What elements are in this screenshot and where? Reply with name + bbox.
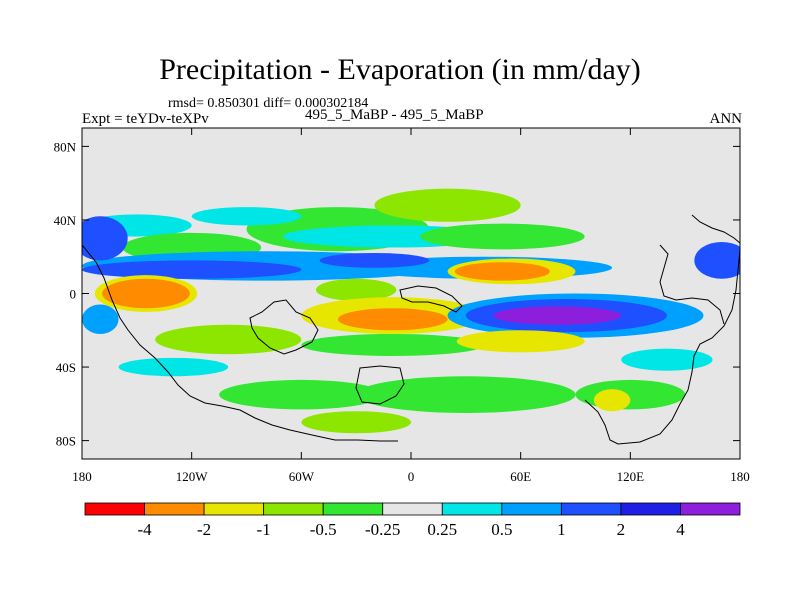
colorbar: -4 -2 -1 -0.5 -0.25 0.25 0.5 1 2 4 [84,502,741,539]
region-sh-east-green [575,379,686,410]
colorbar-label: 0.25 [427,520,457,539]
region-ne-orange [454,262,550,281]
colorbar-swatch [84,502,145,516]
colorbar-swatch [620,502,681,516]
region-sh-band-green-2 [219,379,384,410]
axes-layer: 180 120W 60W 0 60E 120E 180 80N 40N 0 40S 80S [54,128,750,484]
colorbar-label: -0.5 [310,520,337,539]
coastline-west [82,244,398,442]
colorbar-label: -1 [257,520,271,539]
region-sh-band-green [356,376,576,414]
season-label: ANN [709,111,743,127]
colorbar-label: -4 [137,520,152,539]
x-tick-label: 60W [289,469,315,484]
region-sh-east-yellow [456,330,585,353]
colorbar-swatch [441,502,503,516]
x-tick-label: 0 [408,469,415,484]
y-tick-label: 40S [56,360,76,375]
colorbar-label: -0.25 [365,520,400,539]
coastline-layer [82,214,740,445]
region-eq-atl-green [315,278,397,301]
region-nh-dark-blue-2 [319,253,430,268]
coastline-arc [691,214,740,244]
region-sh-green-south [301,411,411,434]
colorbar-swatch [560,502,622,516]
case-label: 495_5_MaBP - 495_5_MaBP [305,107,484,123]
colorbar-swatch [144,502,205,516]
region-sh-mid-green [301,333,485,357]
region-eq-central-orange [337,308,448,331]
experiment-label: Expt = teYDv-teXPv [82,111,209,127]
region-sh-west-blue [82,304,119,334]
chart-title: Precipitation - Evaporation (in mm/day) [159,53,641,86]
x-tick-label: 120E [617,469,645,484]
colorbar-label: 4 [676,520,685,539]
coastline-ne [659,244,725,325]
x-tick-label: 180 [72,469,92,484]
colorbar-swatch [322,502,384,516]
colorbar-swatch [680,502,741,516]
region-eurasia-green [420,223,585,250]
colorbar-swatch [501,502,562,516]
chart-subtitle: rmsd= 0.850301 diff= 0.000302184 [168,96,369,111]
region-npac-midlat-cyan [191,207,302,226]
coastline-sa [249,299,319,355]
region-sh-yellow-patch [593,389,631,412]
x-tick-label: 60E [510,469,531,484]
coastline-block [355,365,405,405]
region-nh-midlat-light [374,188,521,222]
colorbar-label: 2 [617,520,626,539]
colorbar-label: 0.5 [491,520,512,539]
colorbar-swatch [263,502,324,516]
region-sh-purple [493,306,622,325]
region-nh-west-blue [82,216,128,261]
region-sh-west-green [155,324,302,355]
coastline-africa [399,285,463,313]
region-sh-cyan [118,357,229,377]
colorbar-label: 1 [557,520,566,539]
coastline-east [584,249,740,445]
region-sh-cyan-2 [621,348,713,371]
region-npac-orange [102,278,190,309]
colorbar-swatch [382,502,443,516]
x-tick-label: 180 [730,469,750,484]
y-tick-label: 80S [56,434,76,449]
y-tick-label: 80N [54,139,77,154]
region-nh-east-blue [694,242,740,279]
x-tick-label: 120W [176,469,209,484]
contour-fill-layer [82,188,740,434]
y-tick-label: 40N [54,213,77,228]
colorbar-label: -2 [197,520,211,539]
region-nh-dark-blue [82,260,302,279]
y-tick-label: 0 [70,287,77,302]
colorbar-swatch [203,502,265,516]
